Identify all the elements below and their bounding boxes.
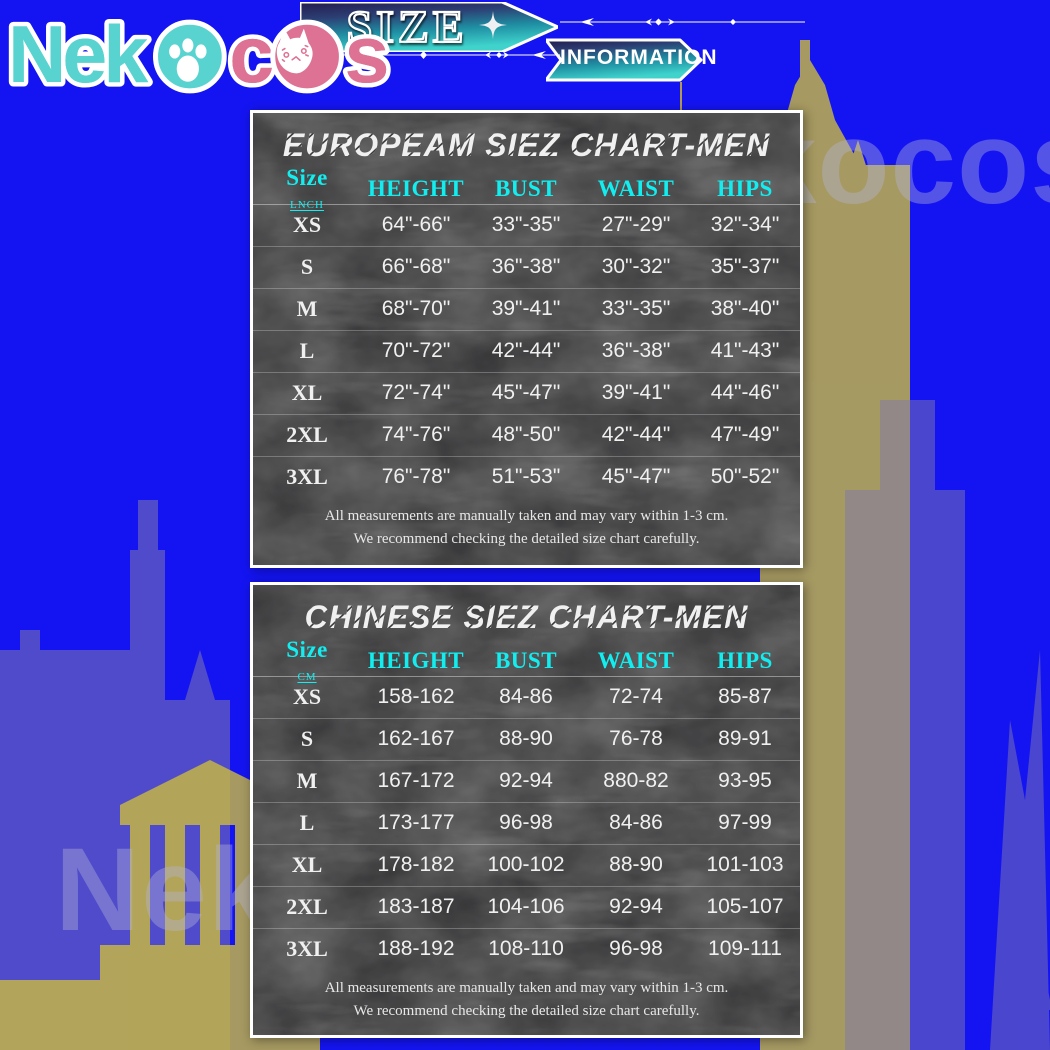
svg-text:Nek: Nek xyxy=(8,10,149,100)
svg-text:s: s xyxy=(344,10,386,100)
